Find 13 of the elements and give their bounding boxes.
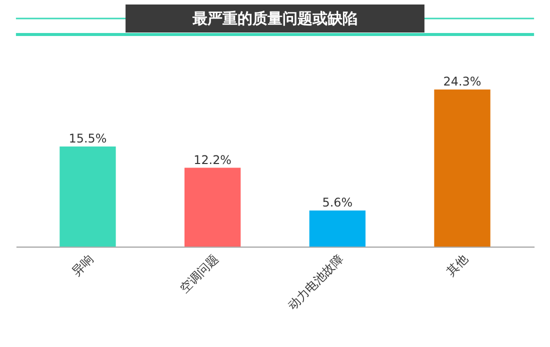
bar	[60, 146, 116, 247]
bar	[184, 168, 241, 247]
x-tick-label: 空调问题	[177, 252, 222, 296]
x-tick-label: 其他	[444, 252, 471, 279]
data-label: 24.3%	[443, 74, 482, 89]
x-tick-label: 动力电池故障	[285, 252, 346, 313]
chart-title: 最严重的质量问题或缺陷	[192, 9, 358, 28]
data-label: 12.2%	[194, 152, 232, 167]
data-label: 15.5%	[68, 131, 107, 146]
bar	[434, 90, 490, 247]
data-label: 5.6%	[322, 195, 353, 210]
x-tick-label: 异响	[69, 252, 96, 279]
bar	[309, 210, 366, 247]
